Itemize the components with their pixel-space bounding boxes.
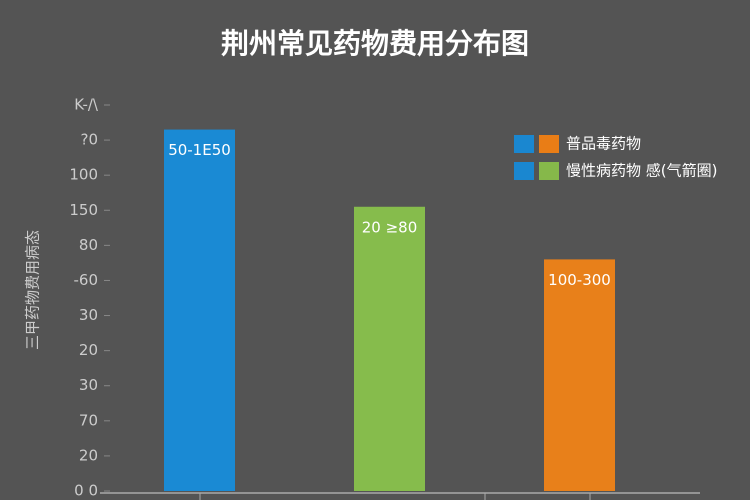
y-tick-label: 0 0 <box>74 482 98 500</box>
y-tick-label: 20 <box>79 341 98 359</box>
y-tick-label: K-/\ <box>74 96 99 114</box>
legend-swatch <box>539 162 559 180</box>
legend-label: 普品毒药物 <box>566 135 641 153</box>
legend-swatch <box>514 135 534 153</box>
y-tick-label: 20 <box>79 446 98 464</box>
y-tick-label: 150 <box>69 201 98 219</box>
bar <box>164 129 235 491</box>
y-axis-label: 三甲药物费用病态 <box>24 230 42 350</box>
y-tick-label: ?0 <box>80 131 98 149</box>
bar <box>354 206 425 491</box>
chart-title: 荆州常见药物费用分布图 <box>221 27 529 60</box>
legend-label: 慢性病药物 感(气箭圈) <box>566 162 717 180</box>
y-tick-label: 30 <box>79 306 98 324</box>
y-tick-label: 100 <box>69 166 98 184</box>
y-tick-label: 70 <box>79 411 98 429</box>
legend-swatch <box>514 162 534 180</box>
y-tick-label: 80 <box>79 236 98 254</box>
bar-label: 50-1E50 <box>168 141 231 159</box>
bar <box>544 259 615 491</box>
bar-label: 100-300 <box>548 271 611 289</box>
bar-label: 20 ≥80 <box>362 218 418 236</box>
y-tick-label: 30 <box>79 376 98 394</box>
legend-swatch <box>539 135 559 153</box>
y-tick-label: -60 <box>74 271 99 289</box>
